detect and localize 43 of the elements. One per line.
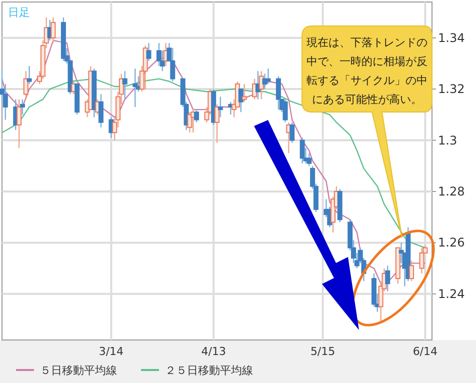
candlestick [156,42,162,67]
candlestick [146,42,152,62]
candlestick [266,68,271,85]
y-tick-label: 1.34 [438,30,465,45]
candlestick [300,137,305,164]
candlestick [290,122,295,144]
legend-label: ２５日移動平均線 [165,364,253,377]
candlestick [98,94,104,128]
candlestick [26,65,32,85]
candlestick [194,108,200,123]
candlestick [214,104,220,144]
candlestick [306,152,312,166]
candlestick [20,98,25,116]
candlestick [122,70,128,100]
candlestick [23,70,28,98]
y-tick-label: 1.32 [438,82,465,96]
legend-label: ５日移動平均線 [40,364,117,377]
annotation: 現在は、下落トレンドの中で、一時的に相場が反転する「サイクル」の中にある可能性が高い。 [306,36,428,106]
candlestick [50,16,56,44]
y-tick-label: 1.28 [438,184,465,198]
candlestick [276,76,281,110]
legend-item: ５日移動平均線 [16,364,117,377]
candlestick [187,112,192,134]
x-tick-label: 4/13 [201,345,226,358]
candlestick [409,260,414,282]
y-tick-label: 1.26 [438,236,465,250]
legend-item: ２５日移動平均線 [141,364,253,377]
candlestick [170,47,176,82]
candlestick [132,68,138,108]
candlestick [16,98,22,149]
candlestick [385,265,390,292]
x-tick-label: 3/14 [98,345,124,358]
candlestick [419,247,424,274]
candlestick [282,98,288,123]
callout: 現在は、下落トレンドの中で、一時的に相場が反転する「サイクル」の中にある可能性が高い。 [302,26,432,238]
x-tick-label: 6/14 [412,345,438,358]
annotation: 日足 [8,6,30,19]
candlestick [242,83,247,102]
y-tick-label: 1.3 [438,133,458,148]
candlestick [238,88,244,113]
candlestick [218,96,223,118]
y-tick-label: 1.24 [438,286,465,301]
x-tick-label: 5/15 [310,345,336,358]
